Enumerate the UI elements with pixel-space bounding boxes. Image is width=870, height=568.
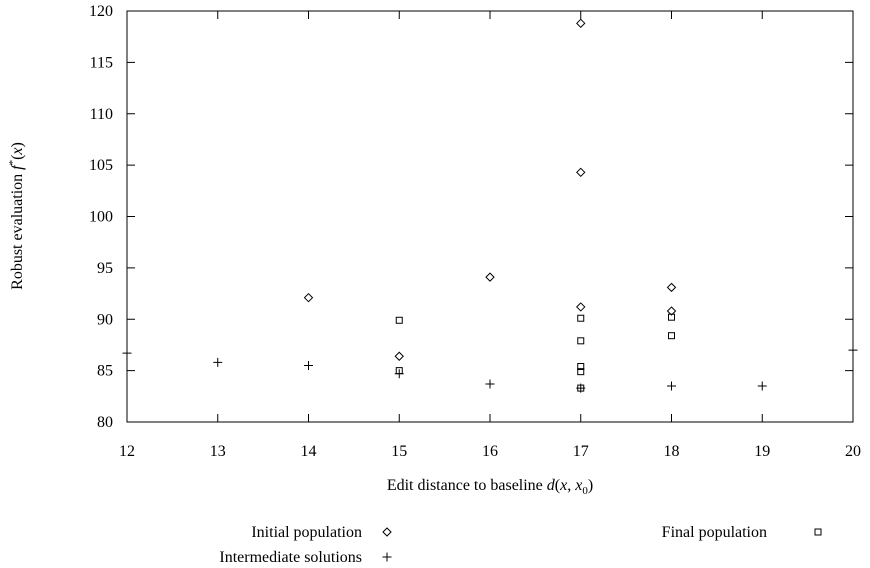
- legend-label: Intermediate solutions: [219, 549, 362, 566]
- data-point-plus: [394, 369, 404, 379]
- legend-marker-diamond: [382, 527, 392, 537]
- x-tick-label: 13: [210, 443, 226, 460]
- data-point-diamond: [666, 282, 677, 293]
- legend-marker-square: [814, 528, 822, 536]
- y-tick-label: 110: [90, 106, 113, 123]
- x-tick-label: 18: [664, 443, 680, 460]
- legend-marker-plus: [382, 552, 392, 562]
- y-tick-label: 115: [90, 54, 113, 71]
- data-point-plus: [576, 383, 586, 393]
- data-point-square: [577, 363, 585, 371]
- data-point-diamond: [303, 292, 314, 303]
- y-tick-label: 85: [97, 363, 113, 380]
- legend: Initial population Final population Interm…: [219, 524, 822, 566]
- data-point-diamond: [576, 167, 586, 178]
- y-tick-label: 100: [89, 209, 113, 226]
- y-tick-label: 95: [97, 260, 113, 277]
- data-point-plus: [667, 381, 676, 391]
- data-point-plus: [213, 357, 223, 367]
- data-point-square: [577, 314, 585, 322]
- legend-label: Initial population: [251, 524, 362, 541]
- plot-frame: [126, 10, 854, 423]
- y-axis-label: Robust evaluation f*(x): [7, 142, 26, 290]
- x-tick-label: 19: [754, 443, 770, 460]
- x-tick-label: 16: [482, 443, 498, 460]
- legend-label: Final population: [662, 524, 767, 541]
- data-point-plus: [757, 381, 767, 391]
- data-point-square: [668, 332, 675, 340]
- data-point-diamond: [576, 302, 586, 312]
- data-point-plus: [304, 360, 313, 370]
- data-point-square: [395, 316, 403, 324]
- x-tick-label: 17: [573, 443, 589, 460]
- data-point-square: [668, 313, 675, 321]
- data-points: [122, 18, 858, 393]
- y-tick-label: 120: [89, 3, 113, 20]
- y-tick-label: 80: [97, 414, 113, 431]
- data-point-plus: [485, 379, 495, 389]
- x-tick-label: 15: [391, 443, 407, 460]
- x-tick-label: 12: [119, 443, 135, 460]
- data-point-diamond: [394, 351, 404, 361]
- data-point-plus: [122, 348, 132, 358]
- data-point-diamond: [576, 18, 586, 29]
- data-point-plus: [848, 345, 858, 355]
- y-tick-label: 105: [89, 157, 113, 174]
- axis-ticks: 12 13 14 15 16 17 18 19 20 80 85 90 95 100 105 110 115 12…: [89, 3, 861, 460]
- x-tick-label: 14: [301, 443, 317, 460]
- data-point-square: [577, 337, 585, 345]
- data-point-diamond: [485, 272, 495, 282]
- x-tick-label: 20: [845, 443, 861, 460]
- y-tick-label: 90: [97, 311, 113, 328]
- data-point-square: [577, 368, 585, 376]
- data-point-diamond: [666, 306, 677, 316]
- x-axis-label: Edit distance to baseline d(x, x0): [387, 477, 593, 497]
